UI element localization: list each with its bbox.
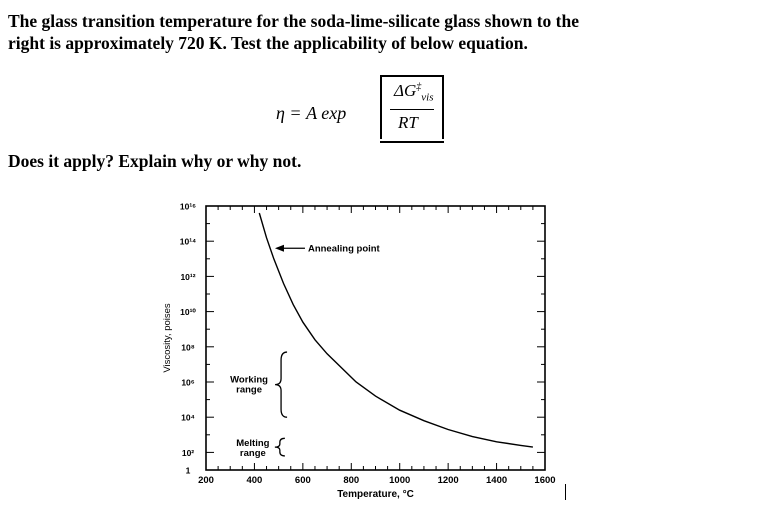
x-tick-label: 200 — [198, 475, 214, 486]
equation-numerator: ΔG‡vis — [394, 81, 434, 103]
equation-numerator-main: ΔG — [394, 81, 417, 100]
x-tick-label: 1200 — [438, 475, 459, 486]
x-axis-label: Temperature, °C — [337, 489, 414, 500]
x-tick-label: 1000 — [389, 475, 410, 486]
melting-range-label-2: range — [240, 448, 266, 459]
fraction-bar — [390, 109, 434, 110]
x-tick-label: 1600 — [534, 475, 555, 486]
viscosity-curve — [258, 212, 533, 448]
y-tick-label: 10¹⁴ — [180, 237, 197, 247]
y-tick-label: 10¹² — [180, 272, 195, 282]
y-tick-label: 10¹⁶ — [180, 202, 196, 212]
working-range-brace — [275, 351, 288, 418]
y-tick-label: 10⁸ — [181, 342, 194, 352]
question-ask: Does it apply? Explain why or why not. — [8, 151, 302, 171]
y-tick-label: 10² — [182, 448, 194, 458]
equation-numerator-sup: ‡ — [416, 81, 422, 93]
equation-lhs: η = A exp — [276, 103, 347, 123]
question-text: The glass transition temperature for the… — [8, 10, 753, 54]
viscosity-equation: η = A exp ΔG‡vis RT — [276, 72, 446, 144]
annealing-point-label: Annealing point — [308, 244, 381, 255]
viscosity-temperature-chart: 200 400 600 800 1000 1200 1400 1600 1 10² 10⁴ 10⁶ 10… — [162, 202, 556, 501]
question-line-2: right is approximately 720 K. Test the a… — [8, 33, 528, 53]
melting-range-brace — [274, 437, 285, 457]
question-line-1: The glass transition temperature for the… — [8, 11, 579, 31]
text-cursor — [565, 484, 566, 500]
annealing-arrow-head — [274, 244, 284, 252]
equation-numerator-sub: vis — [421, 91, 434, 104]
x-tick-label: 1400 — [486, 475, 507, 486]
working-range-label-1: Working — [230, 375, 268, 386]
equation-denominator: RT — [398, 113, 418, 132]
melting-range-label-1: Melting — [236, 438, 269, 449]
y-axis-label: Viscosity, poises — [162, 303, 173, 373]
y-tick-label: 10⁶ — [181, 378, 194, 388]
y-tick-label: 10⁴ — [181, 413, 195, 423]
y-tick-label: 10¹⁰ — [180, 307, 196, 317]
equation-bracket: ΔG‡vis RT — [380, 75, 444, 143]
x-tick-label: 600 — [295, 475, 311, 486]
x-tick-label: 800 — [343, 475, 359, 486]
x-tick-label: 400 — [246, 475, 262, 486]
working-range-label-2: range — [236, 385, 262, 396]
y-tick-label: 1 — [186, 466, 191, 476]
